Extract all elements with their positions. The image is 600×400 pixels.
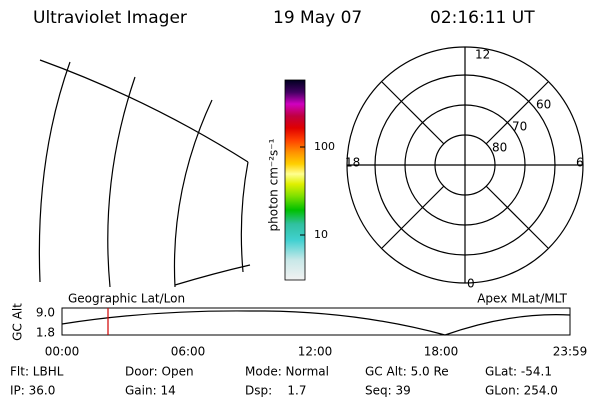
info-field: Door: Open — [125, 365, 194, 379]
strip-x-tick: 00:00 — [45, 345, 80, 359]
info-field: Flt: LBHL — [10, 365, 64, 379]
mlat-label: 70 — [512, 120, 527, 134]
info-field: Seq: 39 — [365, 384, 411, 398]
info-field: Dsp: 1.7 — [245, 384, 307, 398]
strip-title: Apex MLat/MLT — [477, 292, 567, 306]
strip-y-tick: 1.8 — [36, 326, 55, 340]
mlt-label: 6 — [576, 156, 584, 170]
strip-x-tick: 12:00 — [298, 345, 333, 359]
info-field: Gain: 14 — [125, 384, 176, 398]
geo-grid — [38, 59, 251, 288]
strip-x-tick: 06:00 — [171, 345, 206, 359]
polar-grid — [346, 46, 584, 284]
mlat-label: 80 — [492, 141, 507, 155]
strip-x-tick: 18:00 — [424, 345, 459, 359]
strip-x-tick: 23:59 — [553, 345, 588, 359]
info-field: Mode: Normal — [245, 365, 329, 379]
info-field: GLat: -54.1 — [485, 365, 552, 379]
info-field: GC Alt: 5.0 Re — [365, 365, 449, 379]
colorbar-tick-label: 10 — [314, 228, 328, 241]
colorbar-tick-label: 100 — [314, 140, 335, 153]
strip-frame — [61, 307, 571, 336]
title: Ultraviolet Imager — [33, 8, 187, 28]
mlat-label: 60 — [536, 98, 551, 112]
mlt-label: 0 — [467, 277, 475, 291]
info-table: Flt: LBHL Door: Open Mode: Normal GC Alt: 5… — [10, 365, 558, 398]
info-field: GLon: 254.0 — [485, 384, 558, 398]
mlt-label: 12 — [475, 48, 490, 62]
strip-y-tick: 9.0 — [36, 306, 55, 320]
info-field: IP: 36.0 — [10, 384, 55, 398]
strip-y-label: GC Alt — [11, 303, 25, 341]
time: 02:16:11 UT — [430, 8, 535, 28]
colorbar — [284, 79, 306, 281]
date: 19 May 07 — [273, 8, 362, 28]
mlt-label: 18 — [345, 156, 360, 170]
strip-title: Geographic Lat/Lon — [68, 292, 185, 306]
altitude-curve — [61, 310, 571, 336]
colorbar-label: photon cm⁻²s⁻¹ — [267, 138, 281, 231]
